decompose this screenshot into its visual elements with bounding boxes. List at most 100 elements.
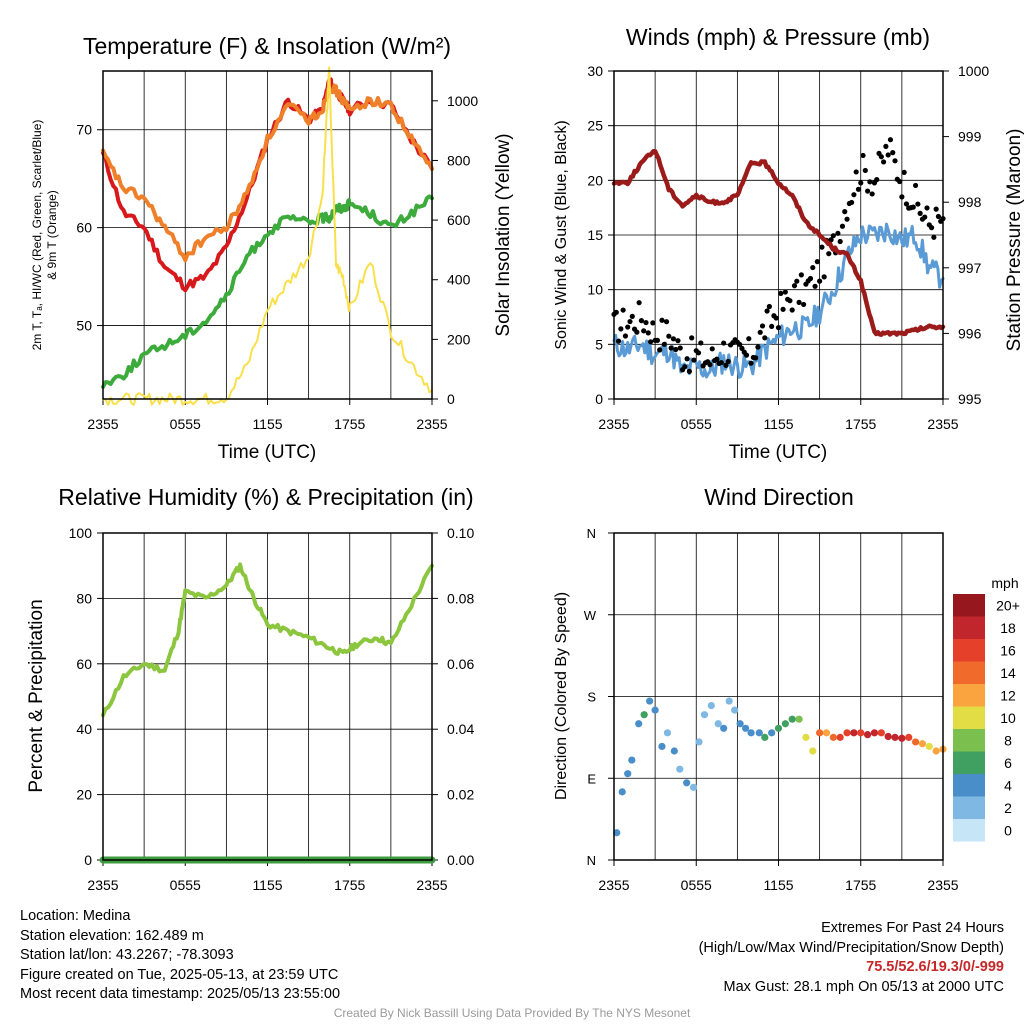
colorbar-swatch — [953, 774, 985, 797]
gust-point — [922, 214, 928, 220]
y-tick-label-right: 600 — [447, 212, 471, 228]
direction-point — [707, 701, 715, 710]
direction-point — [898, 734, 906, 742]
direction-point — [618, 788, 626, 796]
direction-point — [640, 711, 648, 719]
gust-point — [780, 306, 786, 312]
direction-point — [877, 729, 885, 737]
x-tick-label: 2355 — [927, 877, 958, 893]
gust-point — [638, 318, 645, 324]
gust-point — [794, 278, 800, 284]
gust-point — [677, 345, 683, 351]
gust-point — [899, 194, 905, 200]
relative-humidity-line — [101, 562, 434, 718]
gust-point — [634, 329, 640, 335]
gust-point — [613, 309, 619, 315]
gust-point — [698, 340, 704, 346]
gust-point — [739, 345, 745, 351]
colorbar-label: 8 — [1004, 732, 1012, 748]
colorbar-swatch — [953, 796, 985, 819]
y-tick-label-left: 5 — [595, 336, 603, 352]
gust-point — [714, 356, 720, 362]
winds-ylabel-left: Sonic Wind & Gust (Blue, Black) — [553, 120, 570, 349]
gust-point — [839, 223, 846, 229]
gust-point — [878, 154, 884, 160]
y-tick-label-left: 80 — [76, 590, 92, 606]
gust-point — [650, 320, 656, 326]
y-tick-label-right: 0.08 — [447, 590, 474, 606]
direction-point — [689, 783, 698, 791]
colorbar-label: 16 — [1000, 642, 1016, 658]
credit-line: Created By Nick Bassill Using Data Provi… — [333, 1006, 691, 1020]
direction-point — [857, 729, 865, 737]
direction-point — [651, 706, 659, 714]
gust-point — [928, 225, 935, 231]
gust-point — [636, 300, 642, 306]
direction-point — [663, 729, 672, 737]
gust-point — [675, 338, 681, 344]
y-tick-label: W — [584, 608, 597, 623]
direction-point — [802, 733, 810, 741]
direction-point — [829, 733, 837, 741]
colorbar-label: 20+ — [996, 597, 1020, 613]
temperature-ylabel-left-line1: 2m T, Tₐ, HI/WC (Red, Green, Scarlet/Blu… — [30, 120, 44, 351]
y-tick-label-left: 10 — [587, 282, 603, 298]
colorbar-swatch — [953, 684, 985, 707]
plot-frame — [102, 70, 433, 400]
y-tick-label-right: 0.06 — [447, 656, 474, 672]
direction-point — [676, 765, 684, 773]
gust-point — [885, 152, 891, 158]
gust-point — [682, 364, 688, 370]
gust-point — [718, 359, 724, 366]
colorbar-title: mph — [991, 575, 1018, 591]
gust-point — [673, 346, 679, 353]
gust-point — [764, 308, 770, 314]
temperature-ylabel-right: Solar Insolation (Yellow) — [493, 133, 514, 336]
td-line — [101, 194, 434, 389]
direction-point — [850, 729, 858, 737]
gust-point — [721, 340, 727, 346]
gust-point — [880, 159, 887, 165]
direction-point — [714, 720, 722, 728]
y-tick-label-right: 1000 — [447, 93, 478, 109]
gust-point — [874, 177, 880, 183]
gust-point — [762, 335, 768, 341]
direction-point — [788, 715, 796, 723]
humidity-ylabel-left: Percent & Precipitation — [26, 599, 47, 792]
gust-point — [935, 213, 942, 220]
gust-point — [743, 352, 750, 358]
y-tick-label-right: 400 — [447, 272, 471, 288]
direction-point — [816, 729, 824, 737]
extremes-legend: (High/Low/Max Wind/Precipitation/Snow De… — [698, 939, 1004, 956]
x-tick-label: 1155 — [252, 877, 282, 893]
plot-frame — [613, 70, 944, 400]
gust-point — [903, 201, 910, 207]
colorbar-swatch — [953, 616, 985, 639]
y-tick-label-right: 997 — [958, 260, 982, 276]
gust-point — [753, 355, 759, 361]
gust-point — [810, 264, 816, 271]
gust-point — [625, 324, 631, 330]
y-tick-label-left: 40 — [76, 721, 92, 737]
x-tick-label: 1155 — [763, 877, 793, 893]
gust-point — [709, 346, 715, 352]
gust-point — [853, 169, 859, 175]
station-elevation: Station elevation: 162.489 m — [20, 927, 204, 944]
y-tick-label-right: 0.10 — [447, 525, 474, 541]
gust-point — [627, 318, 633, 325]
gust-point — [691, 357, 697, 363]
gust-point — [755, 344, 761, 350]
gust-point — [835, 230, 841, 236]
9m-t-line — [101, 83, 434, 263]
gust-point — [801, 301, 807, 308]
gust-point — [773, 315, 779, 321]
colorbar-swatch — [953, 661, 985, 684]
gust-point — [849, 199, 855, 206]
direction-point — [884, 732, 892, 741]
humidity-panel: Relative Humidity (%) & Precipitation (i… — [26, 484, 474, 893]
y-tick-label-right: 0.04 — [447, 721, 474, 737]
gust-point — [933, 206, 939, 212]
gust-point — [668, 345, 674, 351]
gust-point — [865, 188, 871, 194]
direction-point — [658, 742, 666, 751]
